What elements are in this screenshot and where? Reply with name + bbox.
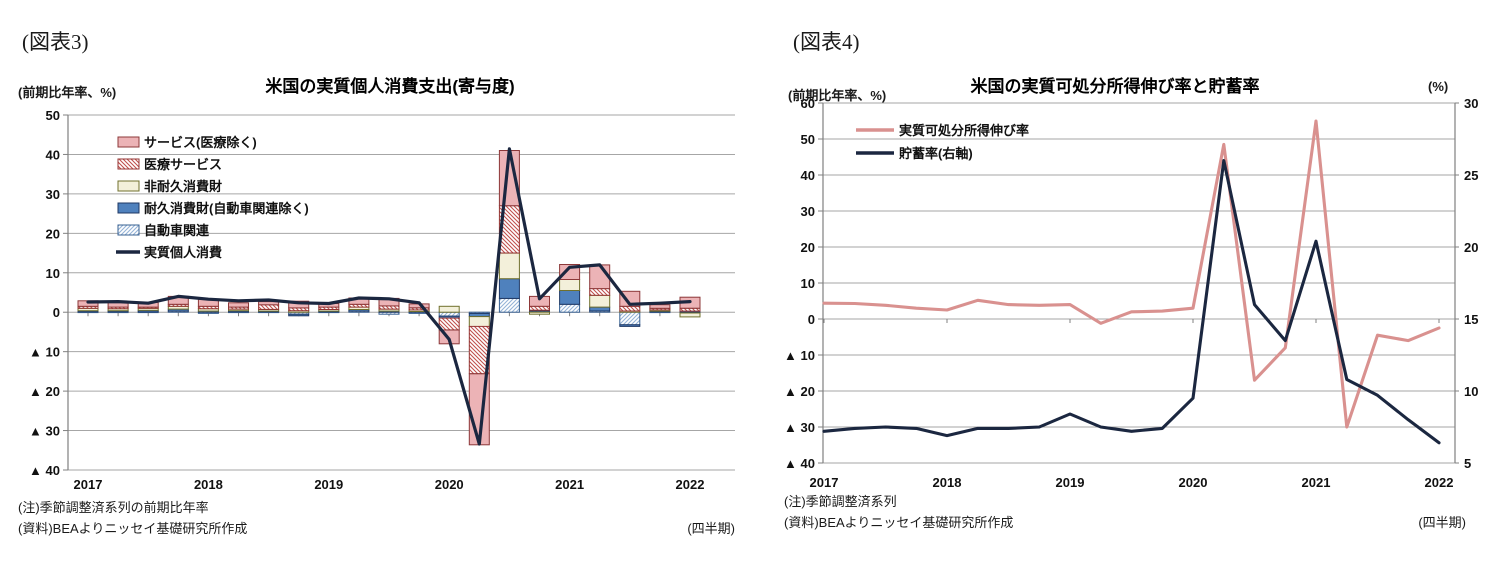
figure3-chart: ▲ 40 ▲ 30 ▲ 20 ▲ 10 0 10 20 30 40 50 2017 2018 2019 2… [29, 108, 735, 492]
secondary-y-axis-label: 30 [1464, 96, 1478, 111]
y-axis-label: 40 [801, 168, 815, 183]
y-axis-label: 0 [808, 312, 815, 327]
secondary-y-axis-label: 15 [1464, 312, 1478, 327]
y-axis-label: 50 [46, 108, 60, 123]
bar-segment [619, 324, 641, 327]
y-axis-label: 30 [46, 187, 60, 202]
y-axis-label: ▲ 20 [29, 384, 60, 399]
bar-segment [559, 279, 581, 291]
bar-segment [559, 303, 581, 313]
y-axis-label: 0 [53, 305, 60, 320]
bar-segment [438, 317, 460, 331]
y-axis-label: 10 [801, 276, 815, 291]
y-axis-label: 40 [46, 147, 60, 162]
bar-segment [619, 311, 641, 326]
figure4-tag: (図表4) [793, 30, 860, 54]
figure4-left-axis-unit: (前期比年率、%) [788, 88, 887, 103]
bar-segment [498, 297, 520, 313]
legend-label: 実質可処分所得伸び率 [899, 123, 1029, 138]
bar-segment [288, 313, 310, 317]
y-axis-label: ▲ 10 [29, 345, 60, 360]
x-axis-year-label: 2021 [555, 477, 584, 492]
figure4-note-2: (資料)BEAよりニッセイ基礎研究所作成 [784, 515, 1014, 530]
bar-segment [589, 264, 611, 290]
x-axis-year-label: 2017 [810, 475, 839, 490]
y-axis-label: ▲ 20 [784, 384, 815, 399]
y-axis-label: ▲ 10 [784, 348, 815, 363]
secondary-y-axis-label: 10 [1464, 384, 1478, 399]
bar-segment [679, 312, 701, 318]
y-axis-label: ▲ 40 [784, 456, 815, 471]
bar-segment [438, 311, 460, 317]
y-axis-label: 50 [801, 132, 815, 147]
bar-segment [589, 288, 611, 296]
figure3-note-2: (資料)BEAよりニッセイ基礎研究所作成 [18, 521, 248, 536]
x-axis-year-label: 2019 [1056, 475, 1085, 490]
figure4-period-label: (四半期) [1418, 515, 1466, 530]
bar-segment [498, 278, 520, 299]
legend-label: 実質個人消費 [144, 245, 222, 260]
x-axis-year-label: 2021 [1302, 475, 1331, 490]
figure4-title: 米国の実質可処分所得伸び率と貯蓄率 [970, 77, 1260, 96]
figure3-tag: (図表3) [22, 30, 89, 54]
bar-segment [258, 304, 280, 310]
legend-label: 自動車関連 [144, 223, 210, 238]
secondary-y-axis-label: 20 [1464, 240, 1478, 255]
legend-label: サービス(医療除く) [144, 135, 257, 150]
legend-swatch [117, 224, 140, 236]
bar-segment [589, 306, 611, 312]
x-axis-year-label: 2020 [435, 477, 464, 492]
y-axis-label: 60 [801, 96, 815, 111]
bar-segment [529, 311, 550, 315]
x-axis-year-label: 2017 [74, 477, 103, 492]
figure4-right-axis-unit: (%) [1428, 79, 1449, 94]
legend-label: 貯蓄率(右軸) [899, 146, 973, 161]
legend-swatch [117, 202, 140, 214]
bar-segment [679, 307, 701, 312]
bar-segment [529, 305, 550, 311]
real-pce-line [86, 147, 692, 446]
bar-segment [589, 294, 611, 308]
bar-segment [228, 302, 249, 308]
legend-label: 非耐久消費財 [144, 179, 222, 194]
x-axis-year-label: 2019 [314, 477, 343, 492]
figure3-note-1: (注)季節調整済系列の前期比年率 [18, 500, 209, 515]
figure4-note-1: (注)季節調整済系列 [784, 494, 897, 509]
secondary-y-axis-label: 25 [1464, 168, 1478, 183]
figure3-title: 米国の実質個人消費支出(寄与度) [265, 77, 515, 96]
x-axis-year-label: 2018 [194, 477, 223, 492]
figure3-left-axis-unit: (前期比年率、%) [18, 85, 117, 100]
bar-segment [468, 316, 490, 328]
x-axis-year-label: 2020 [1179, 475, 1208, 490]
y-axis-label: 10 [46, 266, 60, 281]
y-axis-label: 30 [801, 204, 815, 219]
savings-rate-line [822, 159, 1441, 445]
legend-label: 医療サービス [144, 157, 222, 172]
bar-segment [649, 304, 671, 309]
disposable-income-line [822, 119, 1441, 429]
bar-segment [559, 290, 581, 305]
y-axis-label: 20 [801, 240, 815, 255]
x-axis-year-label: 2022 [1425, 475, 1454, 490]
y-axis-label: ▲ 40 [29, 463, 60, 478]
y-axis-label: 20 [46, 226, 60, 241]
bar-segment [619, 305, 641, 312]
figure4-chart: ▲ 40 ▲ 30 ▲ 20 ▲ 10 0 10 20 30 40 50 60 30 25 20 15 10 5… [784, 96, 1478, 490]
bar-segment [498, 252, 520, 280]
legend-swatch [117, 136, 140, 148]
y-axis-label: ▲ 30 [29, 424, 60, 439]
legend-swatch [117, 158, 140, 170]
x-axis-year-label: 2022 [676, 477, 705, 492]
legend-swatch [117, 180, 140, 192]
secondary-y-axis-label: 5 [1464, 456, 1471, 471]
y-axis-label: ▲ 30 [784, 420, 815, 435]
legend-label: 耐久消費財(自動車関連除く) [144, 201, 309, 216]
bar-segment [438, 305, 460, 313]
x-axis-year-label: 2018 [933, 475, 962, 490]
figure3-period-label: (四半期) [687, 521, 735, 536]
